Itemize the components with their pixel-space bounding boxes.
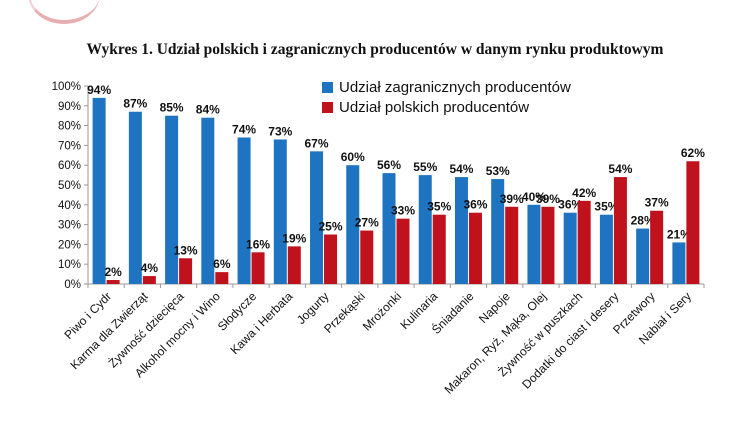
- category-label: Kawa i Herbata: [228, 289, 296, 357]
- bar-polish: [106, 280, 120, 284]
- bar-foreign: [273, 139, 287, 284]
- bar-polish: [577, 200, 591, 284]
- y-tick-label: 80%: [58, 121, 81, 133]
- bar-polish: [396, 218, 410, 284]
- y-tick-label: 90%: [58, 101, 81, 113]
- data-label-polish: 25%: [319, 220, 343, 234]
- bar-foreign: [599, 214, 613, 284]
- bar-polish: [215, 272, 229, 284]
- legend-label-polish: Udział polskich producentów: [339, 99, 529, 116]
- legend-swatch-foreign: [322, 82, 333, 93]
- data-label-polish: 39%: [536, 192, 560, 206]
- legend-label-foreign: Udział zagranicznych producentów: [339, 79, 571, 96]
- bar-polish: [505, 206, 519, 284]
- bar-foreign: [346, 165, 360, 284]
- bar-foreign: [563, 212, 577, 284]
- data-label-polish: 36%: [463, 198, 487, 212]
- data-label-polish: 2%: [104, 265, 122, 279]
- bar-polish: [324, 234, 338, 284]
- data-label-foreign: 60%: [341, 150, 365, 164]
- data-label-polish: 42%: [572, 186, 596, 200]
- data-label-foreign: 74%: [232, 122, 256, 136]
- data-label-polish: 19%: [282, 231, 306, 245]
- bar-polish: [432, 214, 446, 284]
- data-label-foreign: 55%: [413, 160, 437, 174]
- y-tick-label: 70%: [58, 140, 81, 152]
- data-label-foreign: 84%: [196, 103, 220, 117]
- data-label-foreign: 54%: [449, 162, 473, 176]
- y-tick-label: 30%: [58, 220, 81, 232]
- data-label-polish: 37%: [645, 196, 669, 210]
- data-label-foreign: 35%: [594, 200, 618, 214]
- legend-swatch-polish: [322, 102, 333, 113]
- bar-foreign: [237, 137, 251, 284]
- bar-foreign: [128, 111, 142, 285]
- bar-polish: [179, 258, 193, 284]
- data-label-polish: 4%: [141, 261, 159, 275]
- data-label-polish: 27%: [355, 216, 379, 230]
- bar-foreign: [382, 173, 396, 284]
- category-label: Mrożonki: [360, 289, 404, 333]
- data-label-foreign: 28%: [631, 214, 655, 228]
- data-label-polish: 16%: [246, 237, 270, 251]
- bar-foreign: [201, 117, 215, 285]
- bar-foreign: [454, 177, 468, 284]
- data-label-polish: 54%: [608, 162, 632, 176]
- y-tick-label: 20%: [58, 239, 81, 251]
- bar-polish: [142, 276, 156, 284]
- bar-polish: [613, 177, 627, 284]
- data-label-foreign: 21%: [667, 227, 691, 241]
- data-label-foreign: 85%: [160, 101, 184, 115]
- data-label-foreign: 36%: [558, 198, 582, 212]
- bar-foreign: [418, 175, 432, 284]
- y-tick-label: 0%: [64, 279, 81, 291]
- bar-polish: [468, 212, 482, 284]
- bar-polish: [686, 161, 700, 284]
- data-label-polish: 62%: [681, 146, 705, 160]
- data-label-polish: 33%: [391, 204, 415, 218]
- data-label-polish: 6%: [213, 257, 231, 271]
- y-tick-label: 10%: [58, 259, 81, 271]
- bar-polish: [541, 206, 555, 284]
- y-tick-label: 50%: [58, 180, 81, 192]
- data-label-foreign: 87%: [123, 97, 147, 111]
- bar-polish: [287, 246, 301, 284]
- bar-foreign: [527, 204, 541, 284]
- bar-foreign: [491, 179, 505, 284]
- data-label-polish: 39%: [500, 192, 524, 206]
- data-label-foreign: 73%: [268, 124, 292, 138]
- bar-foreign: [165, 115, 179, 284]
- bar-foreign: [310, 151, 324, 284]
- bar-polish: [251, 252, 265, 284]
- bar-foreign: [672, 242, 686, 284]
- data-label-foreign: 40%: [522, 190, 546, 204]
- data-label-polish: 35%: [427, 200, 451, 214]
- chart-title: Wykres 1. Udział polskich i zagranicznyc…: [86, 41, 664, 58]
- y-tick-label: 60%: [58, 160, 81, 172]
- bar-polish: [360, 230, 374, 284]
- bar-foreign: [636, 228, 650, 284]
- bar-foreign: [92, 97, 106, 284]
- data-label-foreign: 56%: [377, 158, 401, 172]
- data-label-foreign: 94%: [87, 83, 111, 97]
- y-tick-label: 40%: [58, 200, 81, 212]
- data-label-foreign: 67%: [305, 136, 329, 150]
- y-tick-label: 100%: [52, 81, 81, 93]
- bar-polish: [650, 210, 664, 284]
- data-label-polish: 13%: [174, 243, 198, 257]
- data-label-foreign: 53%: [486, 164, 510, 178]
